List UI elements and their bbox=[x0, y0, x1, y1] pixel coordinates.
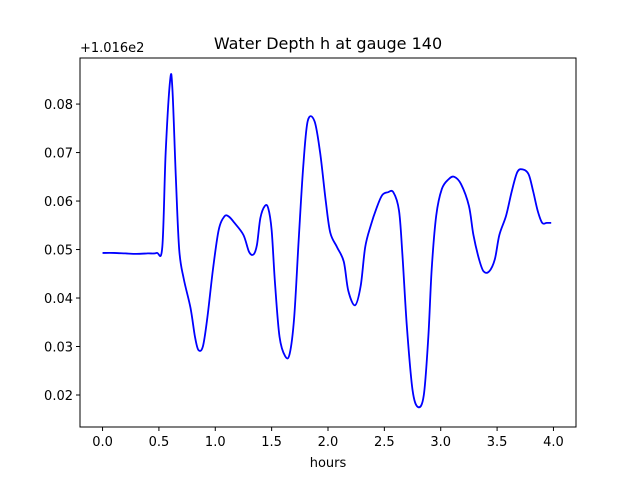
tick-group: 0.0 0.5 1.0 1.5 2.0 2.5 3.0 3.5 4.0 0.02 0.03 0.04 0… bbox=[44, 98, 564, 450]
x-tick-label: 1.5 bbox=[261, 435, 282, 450]
x-tick-label: 3.5 bbox=[487, 435, 508, 450]
series-line bbox=[102, 73, 552, 409]
x-tick-label: 0.5 bbox=[149, 435, 170, 450]
x-axis-label: hours bbox=[310, 456, 347, 471]
x-tick-label: 0.0 bbox=[92, 435, 113, 450]
x-tick-label: 3.0 bbox=[430, 435, 451, 450]
y-tick-label: 0.03 bbox=[44, 341, 73, 356]
y-tick-label: 0.08 bbox=[44, 98, 73, 113]
y-offset-label: +1.016e2 bbox=[80, 41, 144, 56]
axes-frame bbox=[79, 57, 577, 428]
y-tick-label: 0.04 bbox=[44, 292, 73, 307]
plot-area bbox=[102, 73, 552, 409]
y-tick-label: 0.05 bbox=[44, 244, 73, 259]
y-tick-label: 0.07 bbox=[44, 147, 73, 162]
x-tick-label: 1.0 bbox=[205, 435, 226, 450]
x-tick-label: 2.5 bbox=[374, 435, 395, 450]
x-tick-label: 2.0 bbox=[318, 435, 339, 450]
y-tick-label: 0.06 bbox=[44, 195, 73, 210]
chart-title: Water Depth h at gauge 140 bbox=[214, 34, 442, 53]
y-tick-label: 0.02 bbox=[44, 389, 73, 404]
x-tick-label: 4.0 bbox=[543, 435, 564, 450]
